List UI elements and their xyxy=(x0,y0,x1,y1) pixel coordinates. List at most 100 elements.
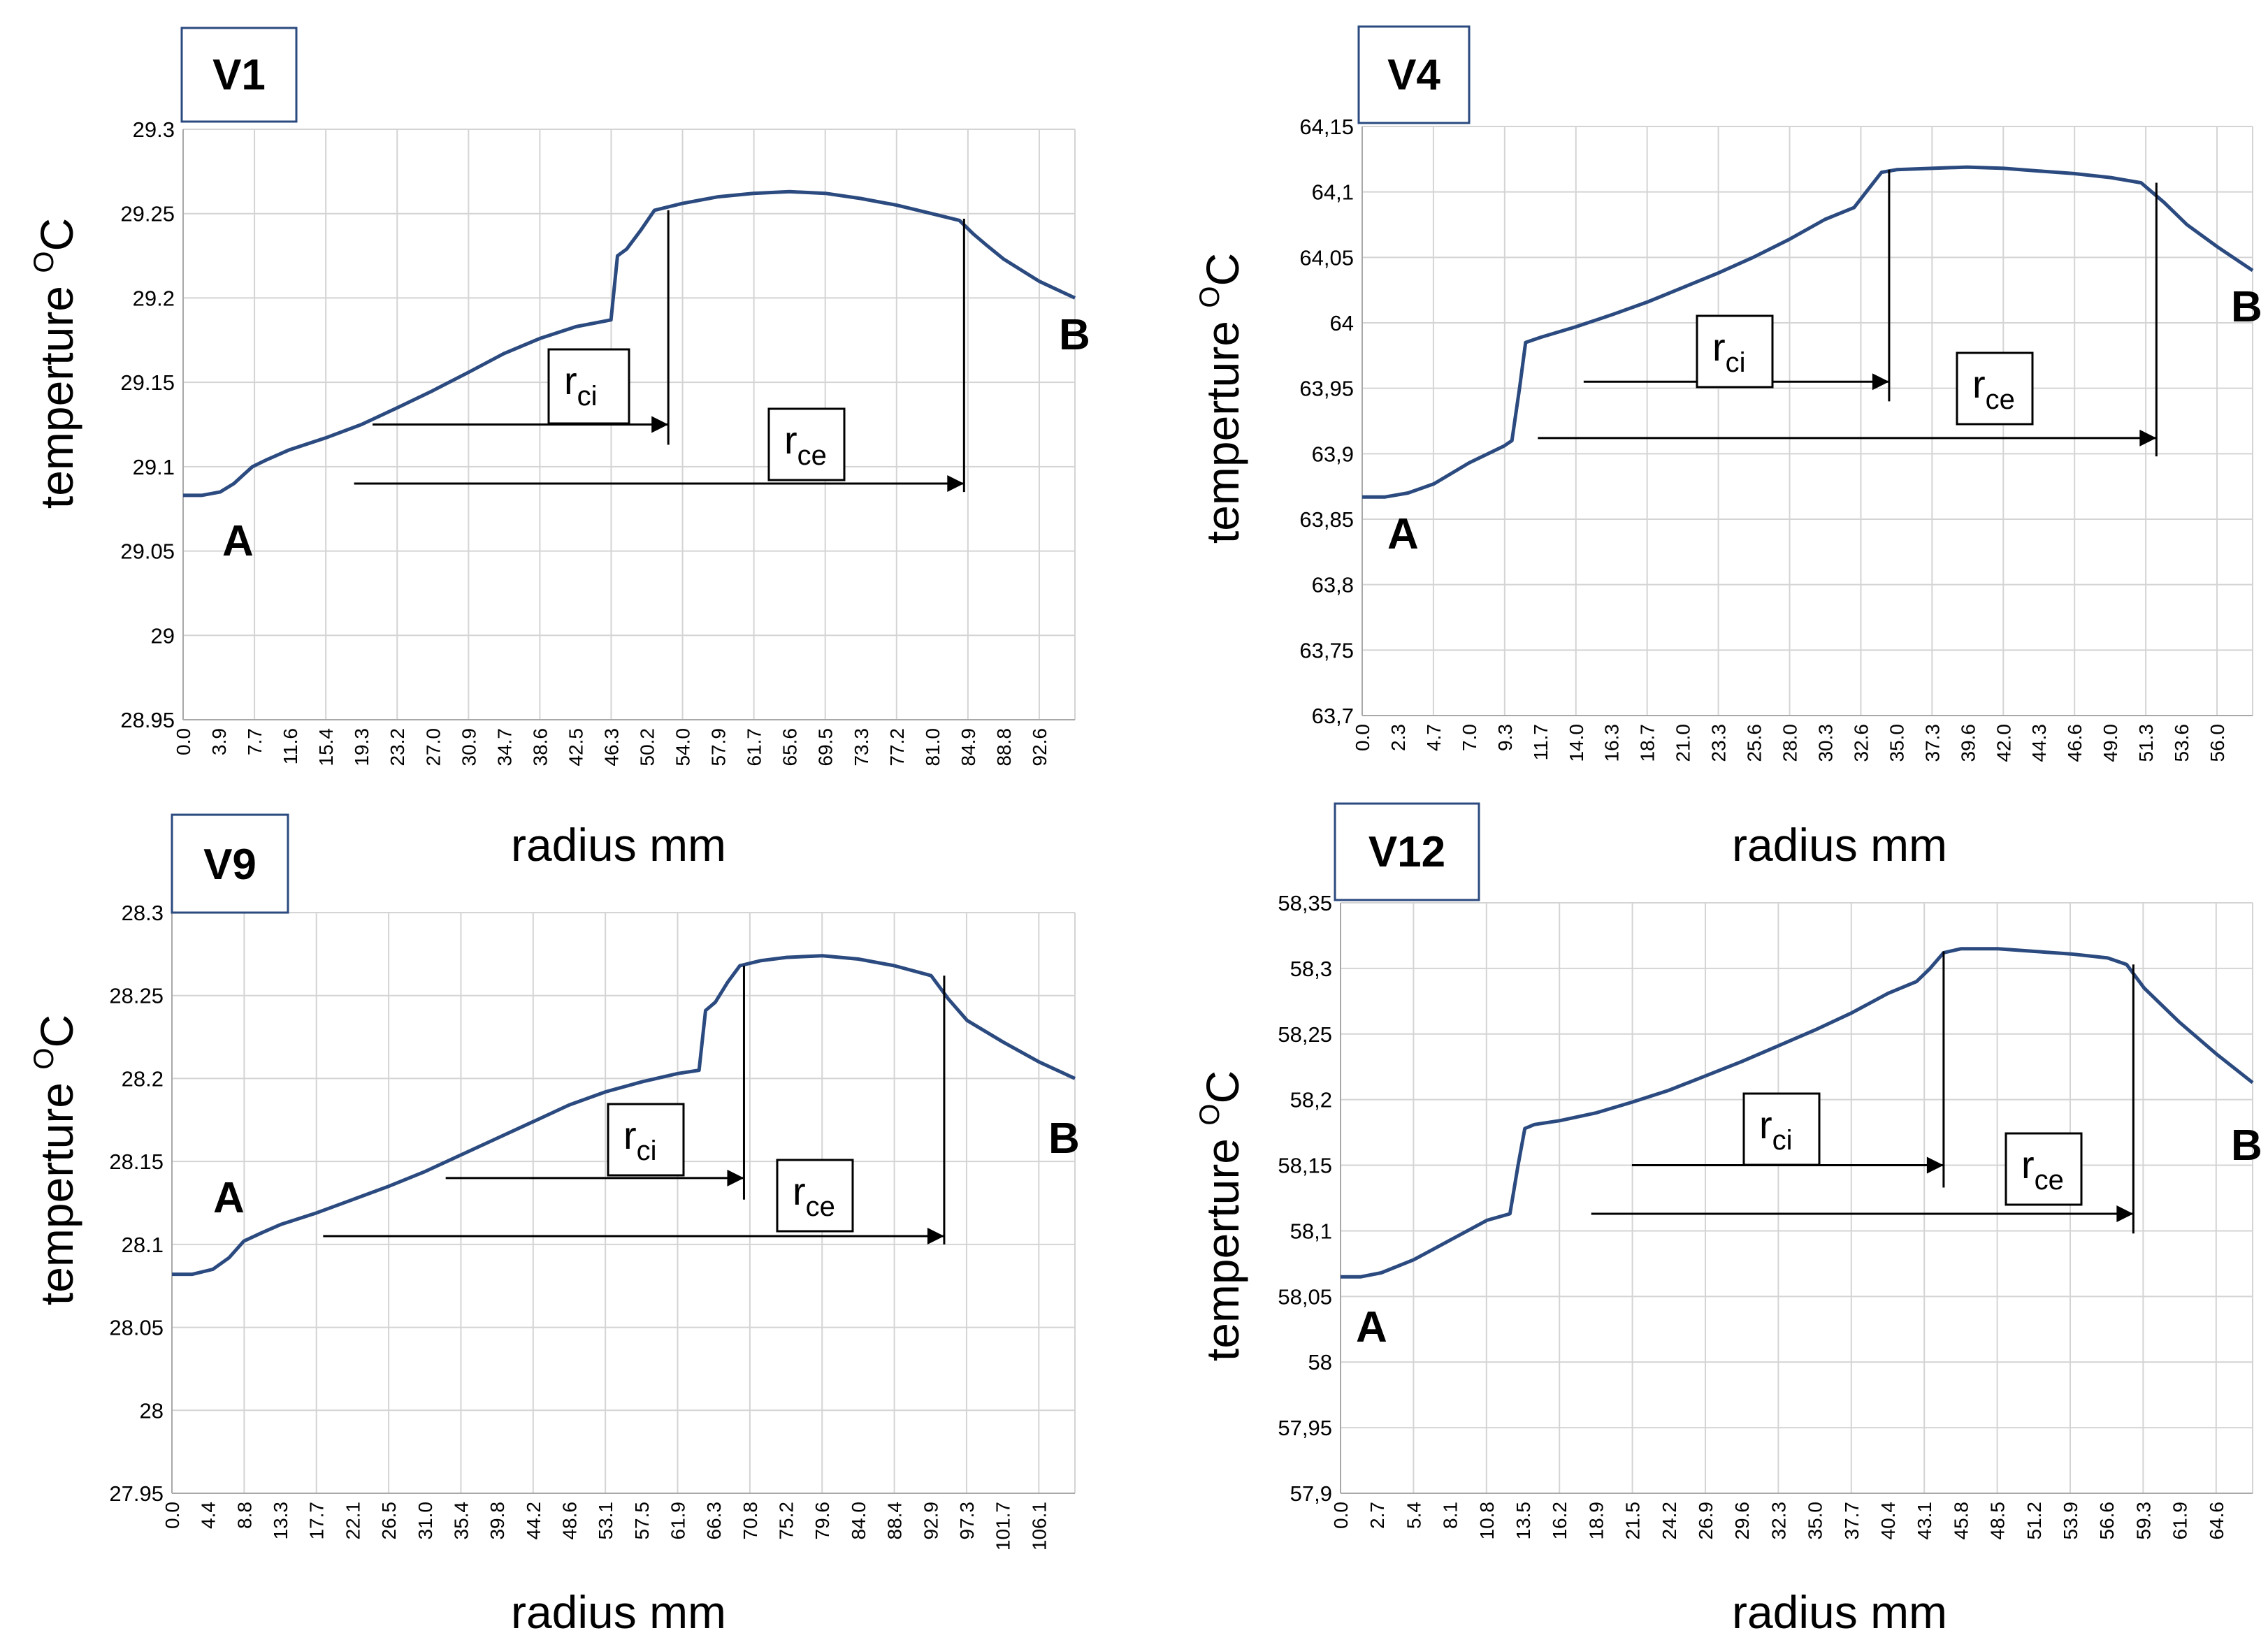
x-tick-label: 8.1 xyxy=(1440,1502,1461,1529)
x-tick-label: 39.6 xyxy=(1957,724,1979,762)
y-tick-label: 58,1 xyxy=(1290,1219,1332,1243)
x-tick-label: 79.6 xyxy=(811,1502,833,1540)
x-tick-label: 57.9 xyxy=(708,728,730,767)
x-tick-label: 7.0 xyxy=(1459,724,1480,751)
x-tick-label: 51.2 xyxy=(2023,1502,2045,1540)
rce-label-box xyxy=(1956,351,2034,426)
x-tick-label: 88.4 xyxy=(884,1502,906,1540)
x-tick-label: 26.5 xyxy=(378,1502,400,1540)
rce-label: rce xyxy=(2021,1142,2064,1196)
point-b-label: B xyxy=(1048,1115,1080,1163)
series xyxy=(183,189,1076,498)
rce-label: rce xyxy=(784,418,827,471)
rci-label-main: r xyxy=(564,358,577,402)
rci-label-box xyxy=(607,1103,685,1177)
point-a-label: A xyxy=(1387,510,1419,558)
x-tick-label: 48.6 xyxy=(558,1502,580,1540)
title-box xyxy=(180,27,298,123)
x-tick-label: 39.8 xyxy=(486,1502,508,1540)
x-tick-label: 2.7 xyxy=(1366,1502,1388,1529)
x-tick-label: 19.3 xyxy=(351,728,373,767)
y-tick-label: 57,95 xyxy=(1278,1416,1332,1440)
x-axis-label: radius mm xyxy=(511,819,726,871)
x-tick-label: 27.0 xyxy=(422,728,444,767)
x-tick-label: 44.3 xyxy=(2028,724,2050,762)
x-tick-label: 37.7 xyxy=(1841,1502,1863,1540)
x-tick-label: 42.5 xyxy=(565,728,586,767)
x-tick-label: 10.8 xyxy=(1476,1502,1498,1540)
series xyxy=(1341,947,2254,1279)
y-axis-label: temperture OC xyxy=(29,1015,82,1305)
rci-label-box xyxy=(1742,1092,1821,1166)
rce-label: rce xyxy=(793,1169,835,1222)
x-tick-label: 8.8 xyxy=(233,1502,255,1529)
x-tick-label: 38.6 xyxy=(529,728,551,767)
y-tick-label: 29.2 xyxy=(133,286,175,310)
x-tick-label: 13.5 xyxy=(1512,1502,1534,1540)
point-a-label: A xyxy=(222,517,254,565)
y-tick-label: 28 xyxy=(140,1398,164,1423)
y-axis-label-space xyxy=(1197,1126,1248,1138)
ticks: 28.95 29 29.05 29.1 29.15 29.2 29.25 29.3 0.0 3.9… xyxy=(120,117,1075,767)
x-tick-label: 48.5 xyxy=(1987,1502,2009,1540)
x-tick-label: 69.5 xyxy=(815,728,837,767)
x-tick-label: 35.0 xyxy=(1805,1502,1826,1540)
rci-label: rci xyxy=(564,358,598,412)
x-tick-label: 57.5 xyxy=(631,1502,653,1540)
rci-label-sub: ci xyxy=(637,1136,657,1166)
x-tick-label: 4.7 xyxy=(1423,724,1445,751)
y-tick-label: 58,05 xyxy=(1278,1284,1332,1309)
rci-label-box xyxy=(547,348,630,425)
x-tick-label: 84.0 xyxy=(848,1502,869,1540)
x-axis-label: radius mm xyxy=(1732,1586,1947,1638)
y-tick-label: 63,95 xyxy=(1299,377,1354,401)
y-tick-label: 63,85 xyxy=(1299,507,1354,532)
ticks: 57,957,955858,0558,158,1558,258,2558,358… xyxy=(1278,891,2253,1540)
x-tick-label: 35.0 xyxy=(1886,724,1907,762)
y-tick-label: 64,05 xyxy=(1299,245,1354,270)
y-tick-label: 28.05 xyxy=(109,1316,164,1340)
y-tick-label: 28.1 xyxy=(122,1233,164,1257)
x-tick-label: 73.3 xyxy=(851,728,872,767)
x-tick-label: 0.0 xyxy=(1352,724,1373,751)
x-tick-label: 64.6 xyxy=(2206,1502,2227,1540)
degree-mark: O xyxy=(29,1048,59,1070)
x-tick-label: 7.7 xyxy=(244,728,266,755)
x-tick-label: 66.3 xyxy=(703,1502,725,1540)
x-tick-label: 34.7 xyxy=(493,728,515,767)
chart-title: V1 xyxy=(212,51,266,99)
rci-label-sub: ci xyxy=(577,381,598,412)
series-line xyxy=(183,189,1076,498)
x-tick-label: 18.7 xyxy=(1637,724,1659,762)
x-tick-label: 97.3 xyxy=(956,1502,978,1540)
y-tick-label: 28.3 xyxy=(122,901,164,925)
x-tick-label: 5.4 xyxy=(1403,1502,1424,1529)
title-box xyxy=(171,813,289,914)
y-tick-label: 63,9 xyxy=(1312,442,1354,466)
x-tick-label: 0.0 xyxy=(161,1502,183,1529)
x-tick-label: 21.5 xyxy=(1622,1502,1644,1540)
x-tick-label: 44.2 xyxy=(523,1502,544,1540)
rci-label: rci xyxy=(1759,1103,1793,1156)
x-tick-label: 32.3 xyxy=(1768,1502,1789,1540)
x-tick-label: 3.9 xyxy=(208,728,230,755)
x-tick-label: 23.3 xyxy=(1708,724,1730,762)
degree-mark: O xyxy=(1194,286,1225,308)
x-tick-label: 11.6 xyxy=(280,728,301,764)
x-tick-label: 31.0 xyxy=(414,1502,436,1540)
y-axis-unit: C xyxy=(1197,253,1248,286)
x-tick-label: 25.6 xyxy=(1744,724,1765,762)
rce-label-box xyxy=(2005,1132,2083,1206)
x-tick-label: 18.9 xyxy=(1585,1502,1607,1540)
y-tick-label: 29.05 xyxy=(120,539,175,564)
rce-label-main: r xyxy=(784,418,797,462)
y-tick-label: 57,9 xyxy=(1290,1481,1332,1506)
x-axis-label: radius mm xyxy=(511,1586,726,1638)
x-tick-label: 42.0 xyxy=(1993,724,2014,762)
y-tick-label: 29.15 xyxy=(120,370,175,395)
